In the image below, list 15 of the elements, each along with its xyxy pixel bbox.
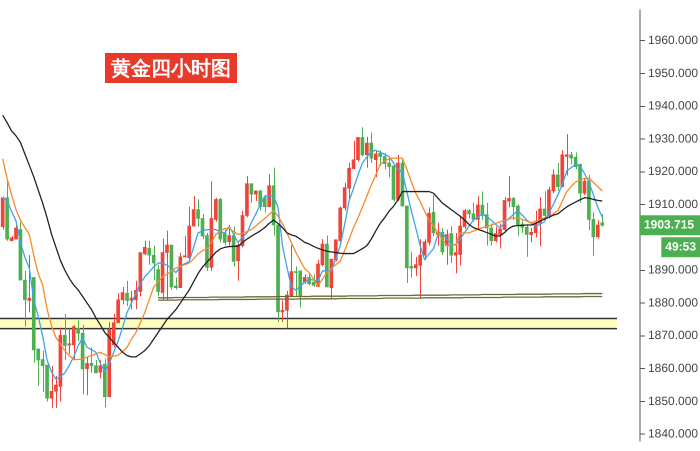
y-tick-label: 1960.000 <box>648 33 698 48</box>
y-tick-label: 1850.000 <box>648 394 698 408</box>
y-tick-label: 1910.000 <box>648 196 698 211</box>
y-tick-label: 1940.000 <box>648 98 698 113</box>
y-tick-label: 1860.000 <box>648 360 698 375</box>
y-tick-label: 1950.000 <box>648 66 698 80</box>
text: 黄金四小时图 <box>105 53 237 83</box>
text: 49:53 <box>665 240 696 254</box>
y-tick-label: 1840.000 <box>648 426 698 441</box>
text: 1903.715 <box>644 218 694 232</box>
y-tick-label: 1870.000 <box>648 328 698 342</box>
y-tick-label: 1880.000 <box>648 295 698 310</box>
y-tick-label: 1890.000 <box>648 262 698 277</box>
y-tick-label: 1920.000 <box>648 164 698 178</box>
y-tick-label: 1930.000 <box>648 131 698 146</box>
